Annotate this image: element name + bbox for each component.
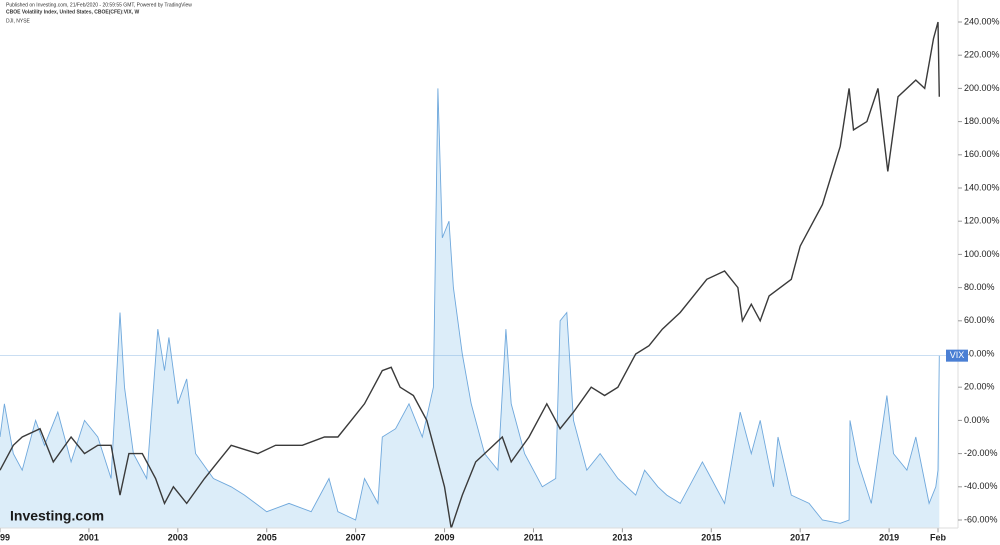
logo: Investing.com <box>10 508 104 524</box>
y-tick-label: 140.00% <box>964 182 1000 192</box>
x-tick-label: Feb <box>930 533 947 543</box>
y-tick-label: 160.00% <box>964 149 1000 159</box>
y-tick-label: 180.00% <box>964 116 1000 126</box>
x-tick-label: 1999 <box>0 533 10 543</box>
y-tick-label: 100.00% <box>964 249 1000 259</box>
x-tick-label: 2011 <box>524 533 544 543</box>
y-tick-label: 120.00% <box>964 216 1000 226</box>
y-tick-label: 40.00% <box>964 348 995 358</box>
x-tick-label: 2013 <box>612 533 632 543</box>
y-tick-label: 80.00% <box>964 282 995 292</box>
x-tick-label: 2019 <box>879 533 899 543</box>
legend-label: VIX <box>950 350 965 360</box>
x-tick-label: 2017 <box>790 533 810 543</box>
y-tick-label: 200.00% <box>964 83 1000 93</box>
x-tick-label: 2001 <box>79 533 99 543</box>
series-line <box>0 88 940 524</box>
y-tick-label: -40.00% <box>964 481 998 491</box>
x-tick-label: 2007 <box>346 533 366 543</box>
series-label: DJI, NYSE <box>6 18 31 24</box>
last-value-badge <box>946 349 968 362</box>
x-tick-label: 2009 <box>435 533 455 543</box>
series-area <box>0 88 940 529</box>
y-tick-label: 0.00% <box>964 415 990 425</box>
y-tick-label: 220.00% <box>964 50 1000 60</box>
series-line <box>0 21 940 529</box>
x-tick-label: 2015 <box>701 533 721 543</box>
chart-title: CBOE Volatility Index, United States, CB… <box>6 9 140 15</box>
y-tick-label: -60.00% <box>964 514 998 524</box>
x-tick-label: 2005 <box>257 533 277 543</box>
y-tick-label: 60.00% <box>964 315 995 325</box>
y-tick-label: -20.00% <box>964 448 998 458</box>
x-tick-label: 2003 <box>168 533 188 543</box>
y-tick-label: 20.00% <box>964 382 995 392</box>
y-tick-label: 240.00% <box>964 16 1000 26</box>
published-note: Published on Investing.com, 21/Feb/2020 … <box>6 2 192 8</box>
